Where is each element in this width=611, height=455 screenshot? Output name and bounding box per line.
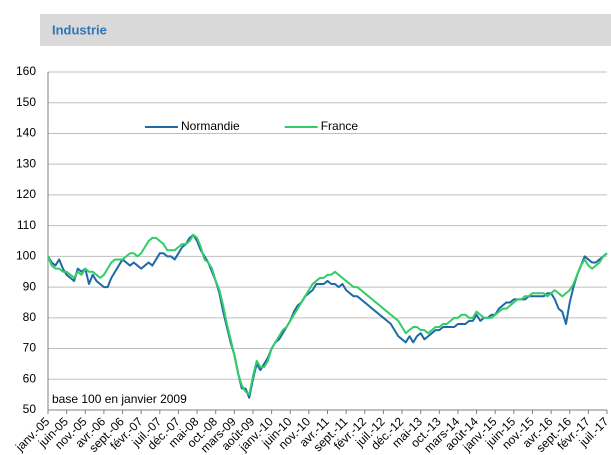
- y-tick-label: 80: [23, 310, 37, 324]
- chart-title: Industrie: [52, 22, 107, 37]
- series-line: [47, 233, 608, 399]
- y-tick-label: 70: [23, 341, 37, 355]
- legend-label: Normandie: [181, 119, 240, 133]
- annotation: base 100 en janvier 2009: [52, 392, 187, 406]
- header-band: [40, 14, 611, 46]
- legend-label: France: [321, 119, 359, 133]
- y-tick-label: 110: [17, 218, 36, 232]
- y-tick-label: 100: [16, 249, 36, 263]
- y-tick-label: 90: [23, 279, 37, 293]
- series-line: [47, 233, 608, 396]
- y-tick-label: 150: [16, 95, 36, 109]
- y-tick-label: 120: [16, 187, 36, 201]
- y-tick-label: 160: [16, 64, 36, 78]
- y-tick-label: 140: [16, 126, 36, 140]
- y-tick-label: 130: [16, 156, 36, 170]
- y-tick-label: 60: [23, 371, 37, 385]
- y-tick-label: 50: [23, 402, 37, 416]
